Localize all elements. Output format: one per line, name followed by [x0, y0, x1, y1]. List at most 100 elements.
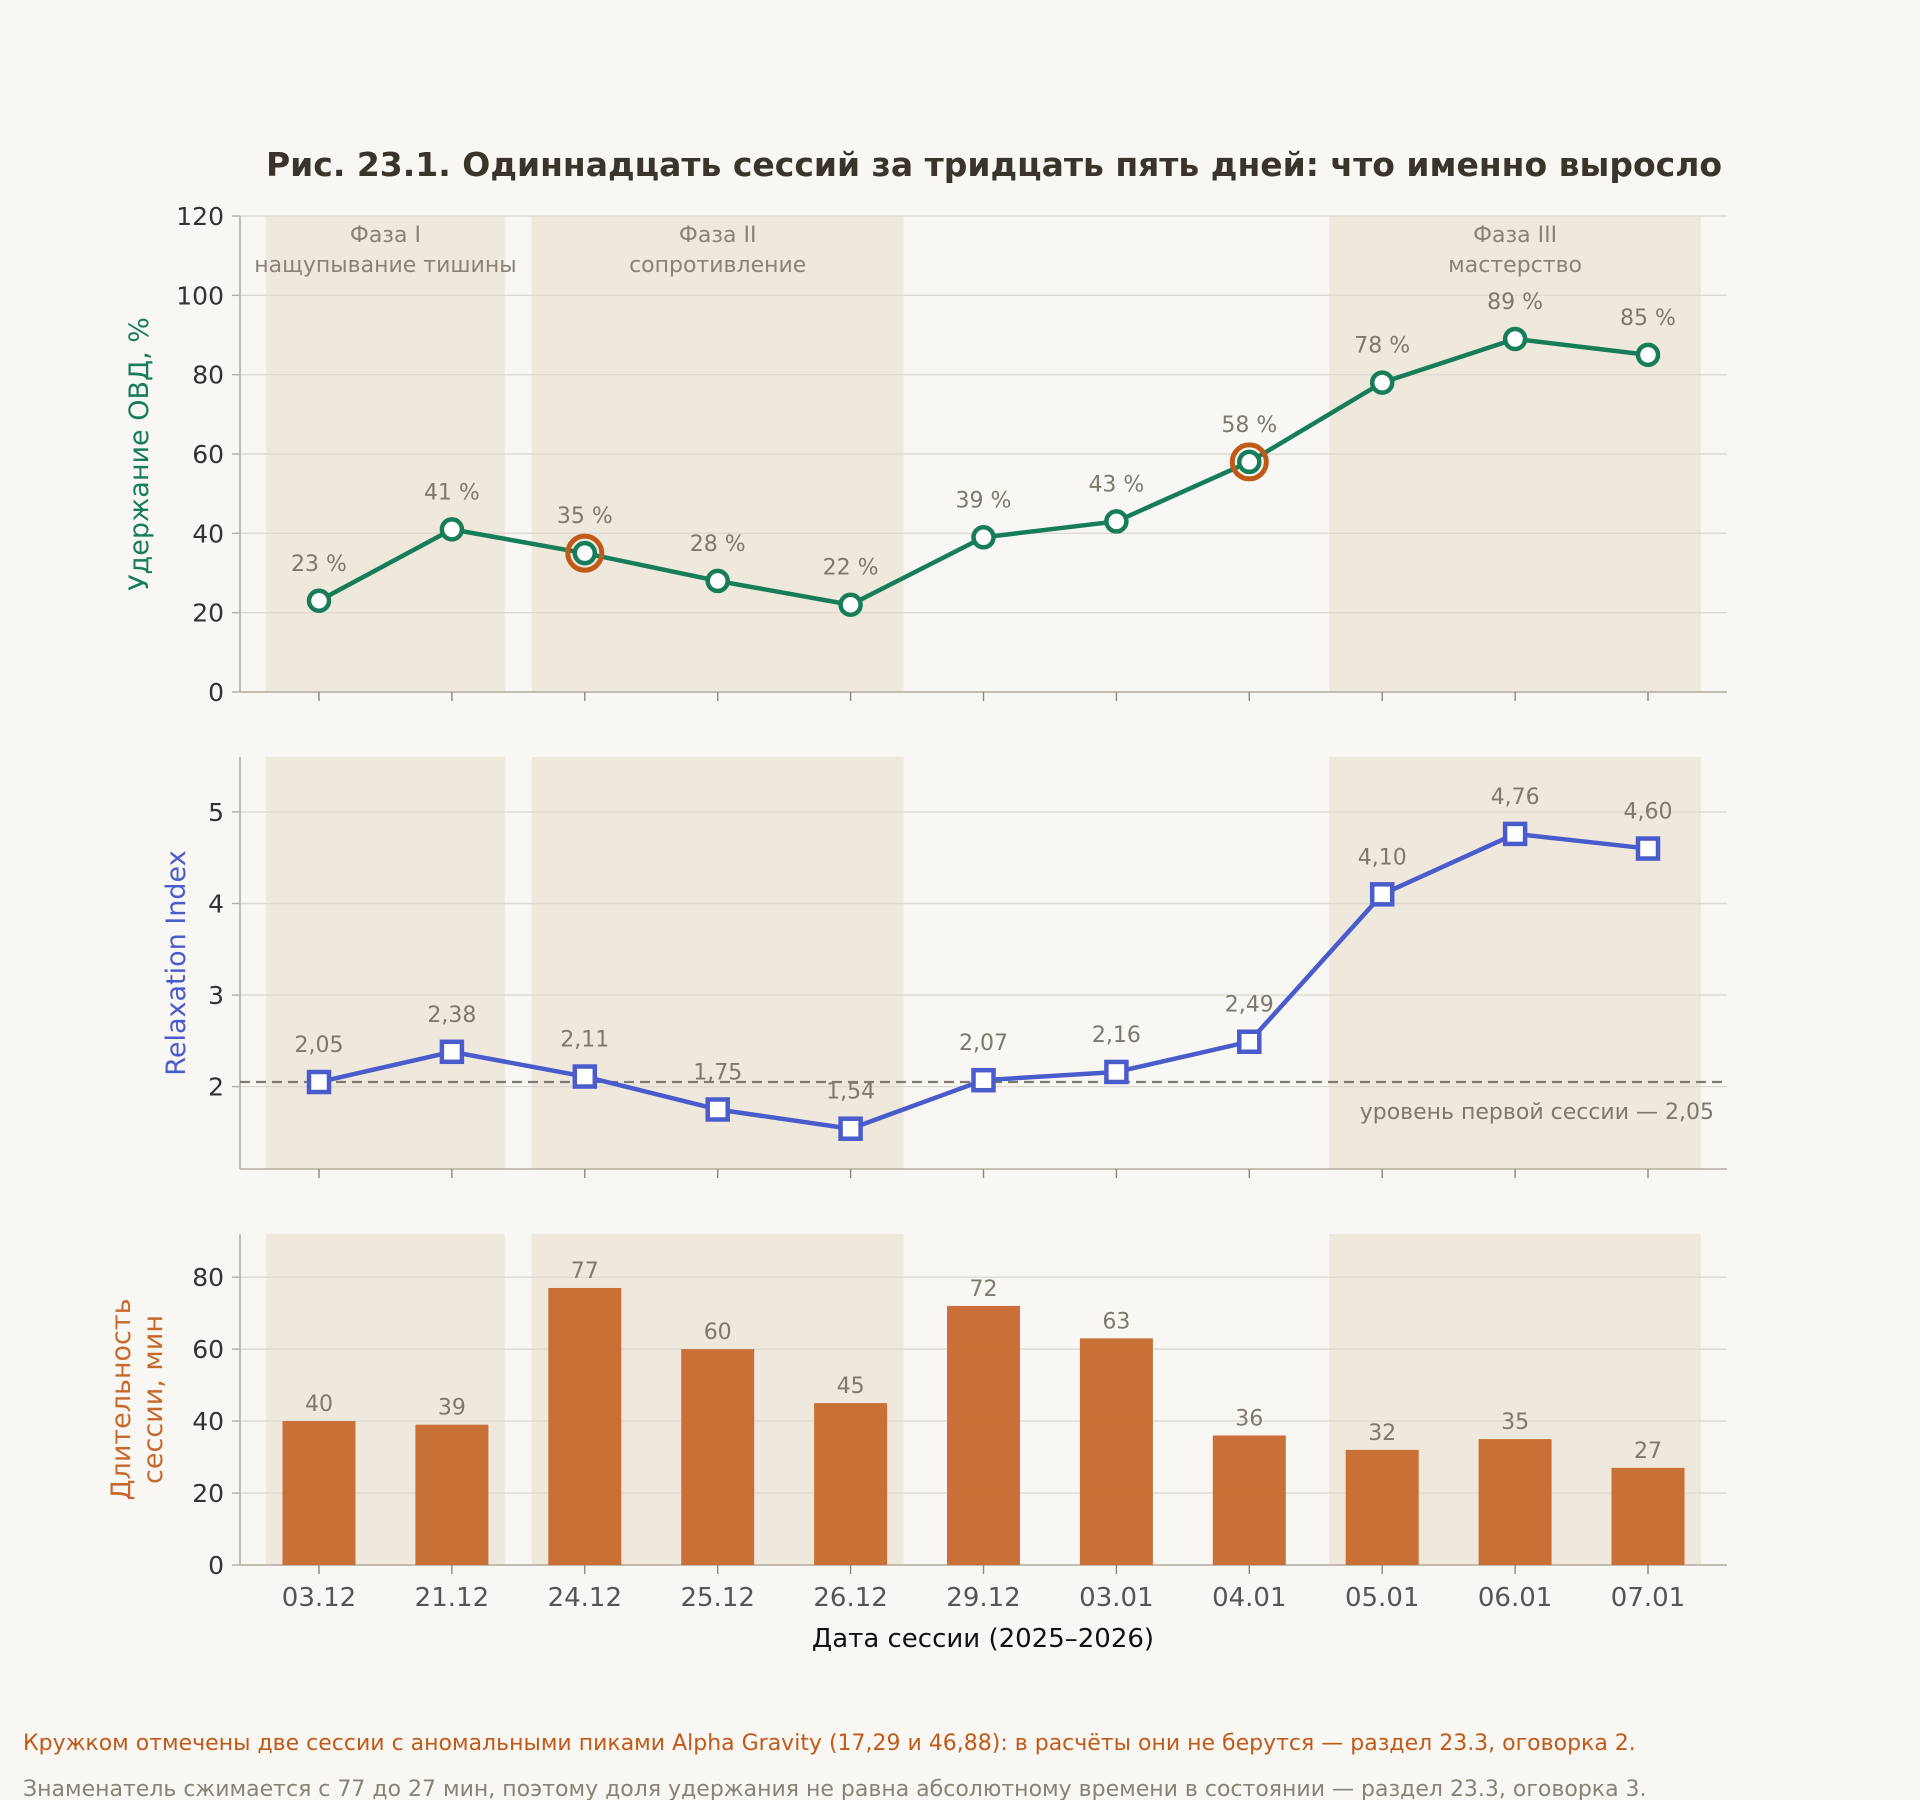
x-tick-label: 03.12 — [282, 1583, 356, 1613]
bar-value-label: 27 — [1634, 1439, 1662, 1464]
bar-24.12 — [548, 1287, 622, 1565]
bar-21.12 — [415, 1424, 489, 1565]
bar-value-label: 77 — [571, 1259, 599, 1284]
y-tick-label: 2 — [208, 1073, 224, 1102]
point-03.12 — [306, 588, 332, 614]
x-tick-label: 03.01 — [1079, 1583, 1153, 1613]
point-value-label: 23 % — [291, 552, 347, 577]
point-29.12 — [971, 525, 996, 550]
bar-03.12 — [282, 1421, 356, 1565]
point-24.12 — [572, 1064, 598, 1089]
y-tick-label: 20 — [192, 1479, 224, 1508]
anomaly-ring-24.12 — [565, 533, 605, 573]
y-tick-label: 60 — [192, 440, 224, 469]
point-value-label: 39 % — [956, 488, 1012, 513]
y-tick-label: 40 — [192, 519, 224, 548]
point-value-label: 1,54 — [826, 1080, 875, 1105]
y-tick-label: 60 — [192, 1335, 224, 1364]
point-value-label: 2,49 — [1225, 993, 1274, 1018]
y-tick-label: 20 — [192, 599, 224, 628]
point-value-label: 2,16 — [1092, 1023, 1141, 1048]
point-26.12 — [838, 1116, 863, 1141]
phase-subtitle: мастерство — [1448, 253, 1582, 278]
x-tick-label: 05.01 — [1345, 1583, 1419, 1613]
note-denominator: Знаменатель сжимается с 77 до 27 мин, по… — [23, 1777, 1647, 1800]
note-anomaly: Кружком отмечены две сессии с аномальным… — [23, 1731, 1636, 1756]
chart-title: Рис. 23.1. Одиннадцать сессий за тридцат… — [266, 145, 1722, 184]
point-05.01 — [1369, 370, 1395, 395]
bar-value-label: 45 — [837, 1374, 865, 1399]
point-21.12 — [439, 517, 465, 542]
bar-06.01 — [1478, 1439, 1552, 1565]
bar-value-label: 36 — [1235, 1406, 1263, 1431]
y-tick-label: 5 — [208, 798, 224, 827]
reference-label: уровень первой сессии — 2,05 — [1360, 1100, 1714, 1125]
point-06.01 — [1502, 821, 1528, 847]
point-25.12 — [705, 1097, 730, 1122]
bar-07.01 — [1611, 1467, 1685, 1565]
phase-title: Фаза III — [1473, 223, 1557, 248]
point-value-label: 22 % — [823, 556, 879, 581]
y-tick-label: 80 — [192, 1263, 224, 1292]
point-25.12 — [705, 568, 730, 594]
point-03.01 — [1104, 509, 1129, 534]
x-tick-label: 06.01 — [1478, 1583, 1552, 1613]
duration-panel: 0 20 40 60 80 Длительностьсессии, мин 40 39 77 60… — [106, 1234, 1727, 1580]
phase-subtitle: сопротивление — [629, 253, 806, 278]
x-tick-label: 29.12 — [946, 1583, 1020, 1613]
y-axis-label: Relaxation Index — [161, 850, 192, 1075]
bar-26.12 — [814, 1403, 888, 1565]
y-tick-label: 0 — [208, 678, 224, 707]
phase-title: Фаза I — [350, 223, 421, 248]
x-axis-ticks: 03.12 21.12 24.12 25.12 26.12 29.12 03.01 04.01… — [282, 1583, 1685, 1613]
x-tick-label: 04.01 — [1212, 1583, 1286, 1613]
x-tick-label: 07.01 — [1611, 1583, 1685, 1613]
point-03.12 — [306, 1069, 332, 1095]
x-tick-label: 24.12 — [548, 1583, 622, 1613]
bar-value-label: 60 — [704, 1320, 732, 1345]
bar-05.01 — [1345, 1449, 1419, 1565]
point-06.01 — [1502, 326, 1528, 352]
point-07.01 — [1635, 836, 1661, 861]
bar-value-label: 32 — [1368, 1421, 1396, 1446]
bar-value-label: 72 — [970, 1277, 998, 1302]
point-value-label: 2,07 — [959, 1031, 1008, 1056]
bar-29.12 — [947, 1305, 1020, 1565]
phase-band-1-panel-2 — [266, 757, 505, 1169]
point-value-label: 89 % — [1487, 290, 1543, 315]
point-value-label: 2,11 — [560, 1028, 609, 1053]
point-04.01 — [1237, 1029, 1262, 1054]
x-tick-label: 21.12 — [415, 1583, 489, 1613]
anomaly-ring-04.01 — [1229, 442, 1269, 482]
retention-panel: 0 20 40 60 80 100 120 Удержание ОВД, % 23 % 41 % 3… — [124, 202, 1727, 707]
point-value-label: 28 % — [690, 532, 746, 557]
phase-title: Фаза II — [679, 223, 757, 248]
bar-value-label: 35 — [1501, 1410, 1529, 1435]
point-value-label: 1,75 — [693, 1060, 742, 1085]
point-03.01 — [1104, 1059, 1129, 1085]
point-value-label: 58 % — [1221, 413, 1277, 438]
y-axis-label: Длительностьсессии, мин — [106, 1298, 169, 1500]
point-value-label: 35 % — [557, 504, 613, 529]
bar-04.01 — [1212, 1435, 1286, 1565]
y-axis-label-line: сессии, мин — [138, 1315, 169, 1484]
y-tick-label: 80 — [192, 361, 224, 390]
point-24.12 — [572, 540, 598, 566]
bar-25.12 — [681, 1349, 755, 1565]
x-tick-label: 26.12 — [813, 1583, 887, 1613]
point-21.12 — [439, 1039, 465, 1065]
y-tick-label: 40 — [192, 1407, 224, 1436]
y-axis-label: Удержание ОВД, % — [124, 317, 155, 591]
x-tick-label: 25.12 — [680, 1583, 754, 1613]
point-value-label: 4,60 — [1624, 800, 1673, 825]
y-tick-label: 4 — [208, 889, 224, 918]
point-value-label: 85 % — [1620, 306, 1676, 331]
point-value-label: 4,76 — [1491, 785, 1540, 810]
point-value-label: 4,10 — [1358, 845, 1407, 870]
bar-value-label: 63 — [1102, 1309, 1130, 1334]
point-value-label: 2,05 — [295, 1033, 344, 1058]
point-value-label: 41 % — [424, 480, 480, 505]
point-05.01 — [1369, 882, 1395, 907]
relaxation-panel: 2 3 4 5 Relaxation Index уровень первой сесси… — [161, 757, 1727, 1178]
